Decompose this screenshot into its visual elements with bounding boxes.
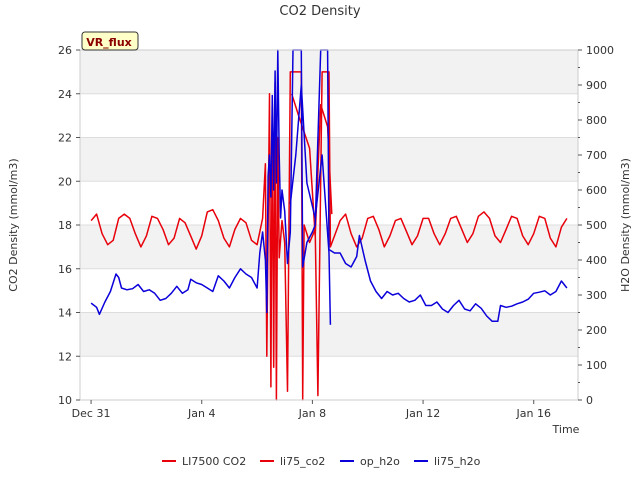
left-tick-label: 10 bbox=[58, 394, 72, 407]
right-tick-label: 100 bbox=[586, 359, 607, 372]
x-tick-label: Jan 16 bbox=[516, 407, 551, 420]
x-tick-label: Dec 31 bbox=[72, 407, 111, 420]
legend: LI7500 CO2 li75_co2 op_h2o li75_h2o bbox=[162, 455, 481, 468]
badge-label: VR_flux bbox=[86, 36, 132, 49]
left-tick-label: 12 bbox=[58, 350, 72, 363]
left-axis-ticks: 10 12 14 16 18 20 22 24 26 bbox=[58, 44, 80, 407]
right-tick-label: 800 bbox=[586, 114, 607, 127]
chart-title: CO2 Density bbox=[279, 4, 360, 19]
background-band bbox=[80, 312, 578, 357]
left-tick-label: 22 bbox=[58, 132, 72, 145]
series-line-li7500-co2 bbox=[90, 71, 568, 401]
legend-label: op_h2o bbox=[360, 455, 400, 468]
x-tick-label: Jan 12 bbox=[405, 407, 440, 420]
x-tick-label: Jan 4 bbox=[187, 407, 215, 420]
right-tick-label: 900 bbox=[586, 79, 607, 92]
left-tick-label: 18 bbox=[58, 219, 72, 232]
right-tick-label: 600 bbox=[586, 184, 607, 197]
left-axis-label: CO2 Density (mmol/m3) bbox=[7, 158, 20, 291]
right-tick-label: 300 bbox=[586, 289, 607, 302]
left-tick-label: 24 bbox=[58, 88, 72, 101]
left-tick-label: 26 bbox=[58, 44, 72, 57]
right-axis-label: H2O Density (mmol/m3) bbox=[619, 158, 632, 292]
legend-label: li75_h2o bbox=[434, 455, 481, 468]
x-tick-label: Jan 8 bbox=[298, 407, 326, 420]
right-tick-label: 0 bbox=[586, 394, 593, 407]
x-axis-label: Time bbox=[552, 423, 580, 436]
left-tick-label: 16 bbox=[58, 263, 72, 276]
series-line-li75-h2o bbox=[289, 84, 332, 325]
right-tick-label: 500 bbox=[586, 219, 607, 232]
right-axis-ticks: 0 100 200 300 400 500 600 700 800 900 1000 bbox=[578, 44, 614, 407]
vr-flux-badge: VR_flux bbox=[81, 31, 139, 51]
legend-label: LI7500 CO2 bbox=[182, 455, 246, 468]
right-tick-label: 700 bbox=[586, 149, 607, 162]
right-tick-label: 200 bbox=[586, 324, 607, 337]
legend-label: li75_co2 bbox=[280, 455, 325, 468]
left-tick-label: 14 bbox=[58, 307, 72, 320]
left-tick-label: 20 bbox=[58, 175, 72, 188]
x-axis-ticks: Dec 31 Jan 4 Jan 8 Jan 12 Jan 16 bbox=[72, 400, 551, 420]
right-tick-label: 1000 bbox=[586, 44, 614, 57]
right-tick-label: 400 bbox=[586, 254, 607, 267]
badge-box bbox=[81, 31, 139, 51]
